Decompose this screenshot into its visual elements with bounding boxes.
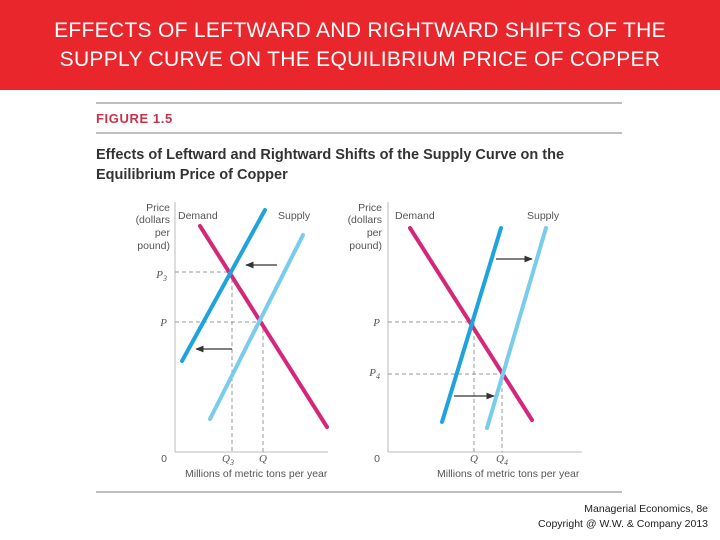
left-origin: 0	[161, 453, 167, 465]
right-qty-tick-q: Q	[470, 453, 478, 465]
right-price-label-line-1: Price	[358, 202, 382, 214]
left-price-axis-label: Price (dollars per pound)	[136, 202, 171, 252]
left-qty-tick-q: Q	[259, 453, 267, 465]
title-banner: EFFECTS OF LEFTWARD AND RIGHTWARD SHIFTS…	[0, 0, 720, 90]
right-supply-shifted	[485, 226, 548, 430]
left-supply-shifted	[180, 208, 267, 363]
left-price-tick-p3: P3	[155, 269, 167, 283]
right-price-label-line-3: per	[367, 227, 383, 239]
slide-title-line-2: SUPPLY CURVE ON THE EQUILIBRIUM PRICE OF…	[59, 48, 661, 71]
left-demand-curve	[198, 224, 329, 429]
left-demand-label: Demand	[178, 210, 218, 222]
left-price-tick-p: P	[159, 317, 167, 329]
left-panel: Price (dollars per pound) Demand Supply …	[136, 202, 329, 480]
left-supply-label: Supply	[278, 210, 311, 222]
left-price-label-line-3: per	[155, 227, 171, 239]
right-demand-label: Demand	[395, 210, 435, 222]
left-x-axis-label: Millions of metric tons per year	[185, 468, 328, 480]
figure-label: FIGURE 1.5	[96, 111, 173, 126]
right-supply-original	[440, 226, 503, 424]
footer-credit: Managerial Economics, 8e Copyright @ W.W…	[538, 502, 708, 532]
left-qty-tick-q3: Q3	[222, 453, 234, 467]
left-price-label-line-4: pound)	[137, 240, 170, 252]
left-supply-original	[208, 233, 305, 421]
right-origin: 0	[374, 453, 380, 465]
slide-title: EFFECTS OF LEFTWARD AND RIGHTWARD SHIFTS…	[54, 16, 666, 74]
footer-line-2: Copyright @ W.W. & Company 2013	[538, 518, 708, 530]
right-qty-tick-q4: Q4	[496, 453, 508, 467]
left-price-label-line-2: (dollars	[136, 214, 170, 226]
right-panel: Price (dollars per pound) Demand Supply …	[348, 202, 582, 480]
figure-title-line-2: Equilibrium Price of Copper	[96, 167, 288, 183]
right-x-axis-label: Millions of metric tons per year	[437, 468, 580, 480]
right-price-label-line-4: pound)	[349, 240, 382, 252]
slide-title-line-1: EFFECTS OF LEFTWARD AND RIGHTWARD SHIFTS…	[54, 19, 666, 42]
right-price-tick-p4: P4	[368, 367, 380, 381]
right-supply-label: Supply	[527, 210, 560, 222]
right-price-tick-p: P	[372, 317, 380, 329]
figure-title-line-1: Effects of Leftward and Rightward Shifts…	[96, 147, 564, 163]
left-price-label-line-1: Price	[146, 202, 170, 214]
right-price-label-line-2: (dollars	[348, 214, 382, 226]
right-price-axis-label: Price (dollars per pound)	[348, 202, 383, 252]
footer-line-1: Managerial Economics, 8e	[584, 503, 708, 515]
